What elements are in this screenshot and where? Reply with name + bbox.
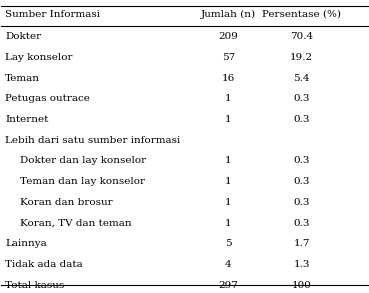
Text: 5.4: 5.4 xyxy=(293,74,310,83)
Text: Dokter: Dokter xyxy=(5,32,41,41)
Text: 4: 4 xyxy=(225,260,232,269)
Text: 16: 16 xyxy=(222,74,235,83)
Text: 1: 1 xyxy=(225,115,232,124)
Text: 1: 1 xyxy=(225,177,232,186)
Text: 297: 297 xyxy=(218,281,238,290)
Text: 100: 100 xyxy=(292,281,312,290)
Text: Lebih dari satu sumber informasi: Lebih dari satu sumber informasi xyxy=(5,136,180,145)
Text: Tidak ada data: Tidak ada data xyxy=(5,260,83,269)
Text: 1: 1 xyxy=(225,156,232,166)
Text: Sumber Informasi: Sumber Informasi xyxy=(5,10,100,19)
Text: 1.7: 1.7 xyxy=(293,239,310,248)
Text: 209: 209 xyxy=(218,32,238,41)
Text: 57: 57 xyxy=(222,53,235,62)
Text: Dokter dan lay konselor: Dokter dan lay konselor xyxy=(20,156,146,166)
Text: 5: 5 xyxy=(225,239,232,248)
Text: Lainnya: Lainnya xyxy=(5,239,47,248)
Text: 1: 1 xyxy=(225,219,232,228)
Text: Teman: Teman xyxy=(5,74,40,83)
Text: 1: 1 xyxy=(225,198,232,207)
Text: 0.3: 0.3 xyxy=(293,94,310,103)
Text: Internet: Internet xyxy=(5,115,48,124)
Text: Teman dan lay konselor: Teman dan lay konselor xyxy=(20,177,145,186)
Text: 19.2: 19.2 xyxy=(290,53,313,62)
Text: Lay konselor: Lay konselor xyxy=(5,53,73,62)
Text: 0.3: 0.3 xyxy=(293,177,310,186)
Text: 0.3: 0.3 xyxy=(293,198,310,207)
Text: 0.3: 0.3 xyxy=(293,219,310,228)
Text: 0.3: 0.3 xyxy=(293,156,310,166)
Text: 70.4: 70.4 xyxy=(290,32,313,41)
Text: 1.3: 1.3 xyxy=(293,260,310,269)
Text: Petugas outrace: Petugas outrace xyxy=(5,94,90,103)
Text: 0.3: 0.3 xyxy=(293,115,310,124)
Text: Persentase (%): Persentase (%) xyxy=(262,10,341,19)
Text: Total kasus: Total kasus xyxy=(5,281,64,290)
Text: 1: 1 xyxy=(225,94,232,103)
Text: Jumlah (n): Jumlah (n) xyxy=(201,10,256,19)
Text: Koran dan brosur: Koran dan brosur xyxy=(20,198,112,207)
Text: Koran, TV dan teman: Koran, TV dan teman xyxy=(20,219,131,228)
